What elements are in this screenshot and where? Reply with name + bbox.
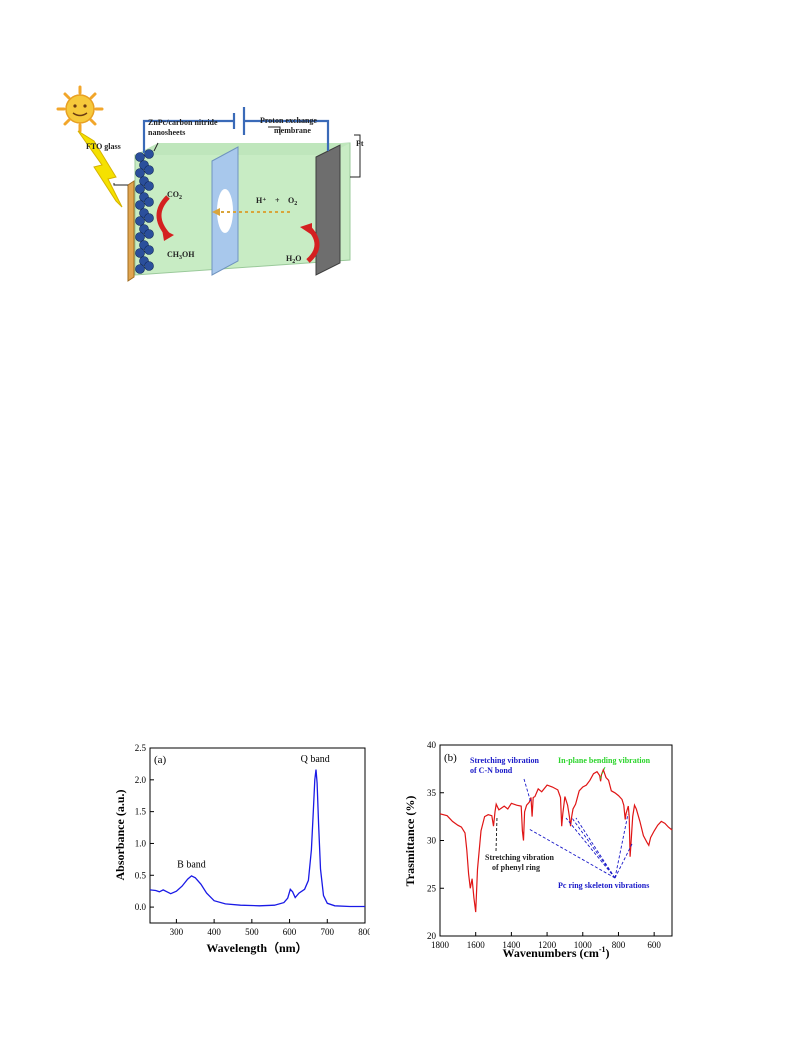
proton-label: H⁺	[256, 196, 266, 205]
x-tick-label: 1400	[502, 940, 521, 950]
o2-label: O2	[288, 196, 297, 207]
x-tick-label: 800	[358, 927, 370, 937]
x-tick-label: 500	[245, 927, 259, 937]
x-tick-label: 1000	[574, 940, 593, 950]
x-tick-label: 1800	[431, 940, 450, 950]
ch3oh-label: CH3OH	[167, 250, 195, 261]
x-tick-label: 600	[283, 927, 297, 937]
catalyst-label: ZnPc/carbon nitride nanosheets	[148, 118, 220, 137]
phenyl-stretch-annotation-line1: Stretching vibration	[485, 853, 555, 862]
bending-pointer	[599, 766, 606, 780]
y-tick-label: 2.0	[135, 775, 147, 785]
x-tick-label: 700	[321, 927, 335, 937]
pc-ring-pointers	[528, 813, 633, 879]
x-tick-label: 1600	[467, 940, 486, 950]
absorbance-line	[149, 769, 365, 908]
x-axis-label: Wavenumbers (cm-1)	[503, 945, 610, 960]
sun-icon	[56, 85, 104, 133]
panel-label-b: (b)	[444, 752, 457, 764]
y-tick-label: 1.0	[135, 838, 147, 848]
phenyl-pointer	[495, 816, 498, 852]
pc-ring-annotation: Pc ring skeleton vibrations	[558, 881, 649, 890]
y-tick-label: 30	[427, 836, 437, 846]
pec-cell-schematic: FTO glass ZnPc/carbon nitride nanosheets…	[56, 85, 364, 282]
fto-glass-label: FTO glass	[86, 142, 121, 151]
membrane-label: Proton exchange membrane	[260, 116, 319, 135]
uv-vis-absorbance-chart: 300 400 500 600 700 800 0.0 0.5 1.0 1.5 2.0 2.5 (a)…	[113, 743, 370, 955]
catalyst-nanosheet-beads	[135, 149, 154, 274]
panel-label-a: (a)	[154, 754, 167, 766]
y-tick-label: 0.0	[135, 902, 147, 912]
b-band-annotation: B band	[177, 860, 206, 871]
co2-label: CO2	[167, 190, 182, 201]
fto-electrode	[127, 180, 135, 282]
x-tick-label: 400	[207, 927, 221, 937]
y-tick-label: 1.5	[135, 807, 147, 817]
plot-frame	[149, 747, 366, 924]
y-tick-label: 2.5	[135, 743, 147, 753]
y-axis-label: Absorbance (a.u.)	[113, 789, 127, 880]
phenyl-stretch-annotation-line2: of phenyl ring	[492, 863, 540, 872]
y-tick-label: 25	[427, 883, 437, 893]
transmittance-line	[439, 768, 673, 913]
plus-label: +	[275, 196, 280, 205]
cn-pointer	[523, 778, 532, 804]
y-tick-label: 40	[427, 740, 437, 750]
pt-label: Pt	[356, 139, 364, 148]
h2o-label: H2O	[286, 254, 301, 265]
ftir-transmittance-chart: 1800 1600 1400 1200 1000 800 600 20 25 30 35 40 (b)…	[403, 740, 673, 960]
y-axis-label: Trasmittance (%)	[403, 796, 417, 887]
external-circuit-wire	[142, 107, 330, 153]
x-tick-label: 600	[647, 940, 661, 950]
light-bolt-icon	[77, 130, 123, 208]
cn-stretch-annotation-line1: Stretching vibration	[470, 756, 540, 765]
x-tick-label: 300	[170, 927, 184, 937]
in-plane-bending-annotation: In-plane bending vibration	[558, 756, 651, 765]
y-tick-label: 35	[427, 788, 437, 798]
x-axis-label: Wavelength（nm）	[206, 940, 307, 955]
x-tick-label: 800	[612, 940, 626, 950]
q-band-annotation: Q band	[301, 754, 330, 765]
pt-electrode	[315, 144, 341, 276]
x-tick-label: 1200	[538, 940, 557, 950]
y-tick-label: 20	[427, 931, 437, 941]
y-tick-label: 0.5	[135, 870, 147, 880]
cn-stretch-annotation-line2: of C-N bond	[470, 766, 513, 775]
